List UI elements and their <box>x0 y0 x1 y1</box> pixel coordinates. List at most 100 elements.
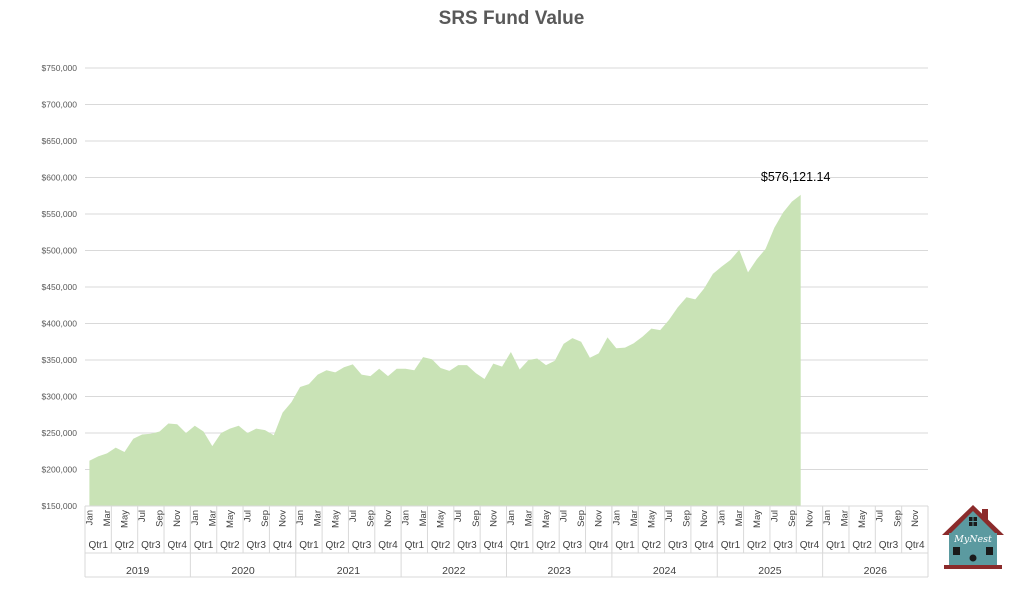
y-tick-label: $400,000 <box>42 319 78 329</box>
quarter-label: Qtr3 <box>668 540 688 551</box>
quarter-label: Qtr2 <box>431 540 451 551</box>
month-label: Mar <box>629 510 640 526</box>
quarter-label: Qtr4 <box>905 540 925 551</box>
y-tick-label: $200,000 <box>42 465 78 475</box>
month-label: Sep <box>576 510 587 527</box>
y-tick-label: $600,000 <box>42 173 78 183</box>
y-tick-label: $650,000 <box>42 136 78 146</box>
month-label: Nov <box>594 510 605 527</box>
month-label: Mar <box>840 510 851 526</box>
quarter-label: Qtr1 <box>405 540 425 551</box>
y-tick-label: $150,000 <box>42 501 78 511</box>
quarter-label: Qtr3 <box>773 540 793 551</box>
area-series <box>89 194 801 506</box>
year-label: 2026 <box>864 565 888 577</box>
quarter-label: Qtr2 <box>747 540 767 551</box>
year-label: 2025 <box>758 565 782 577</box>
month-label: May <box>225 510 236 528</box>
month-label: Mar <box>418 510 429 526</box>
month-label: Mar <box>523 510 534 526</box>
y-tick-label: $450,000 <box>42 282 78 292</box>
month-label: Jul <box>137 510 148 522</box>
month-label: May <box>541 510 552 528</box>
month-label: Jul <box>559 510 570 522</box>
month-label: Jan <box>506 510 517 525</box>
year-label: 2019 <box>126 565 150 577</box>
month-label: Jan <box>401 510 412 525</box>
month-label: Jul <box>348 510 359 522</box>
y-tick-label: $750,000 <box>42 63 78 73</box>
quarter-label: Qtr2 <box>852 540 872 551</box>
y-tick-label: $550,000 <box>42 209 78 219</box>
month-label: Jan <box>190 510 201 525</box>
quarter-label: Qtr4 <box>378 540 398 551</box>
quarter-label: Qtr2 <box>642 540 662 551</box>
quarter-label: Qtr4 <box>694 540 714 551</box>
month-label: Nov <box>910 510 921 527</box>
quarter-label: Qtr1 <box>826 540 846 551</box>
month-label: Sep <box>365 510 376 527</box>
month-label: May <box>857 510 868 528</box>
quarter-label: Qtr3 <box>247 540 267 551</box>
quarter-label: Qtr1 <box>721 540 741 551</box>
quarter-label: Qtr4 <box>800 540 820 551</box>
quarter-label: Qtr3 <box>352 540 372 551</box>
quarter-label: Qtr1 <box>88 540 108 551</box>
month-label: Sep <box>260 510 271 527</box>
quarter-label: Qtr3 <box>457 540 477 551</box>
data-labels: $576,121.14 <box>761 170 831 184</box>
month-label: May <box>330 510 341 528</box>
quarter-label: Qtr1 <box>510 540 530 551</box>
month-label: Jul <box>242 510 253 522</box>
month-label: Nov <box>278 510 289 527</box>
month-label: Mar <box>734 510 745 526</box>
month-label: Jan <box>717 510 728 525</box>
quarter-label: Qtr2 <box>220 540 240 551</box>
month-label: Jul <box>453 510 464 522</box>
quarter-label: Qtr4 <box>273 540 293 551</box>
quarter-label: Qtr1 <box>615 540 635 551</box>
quarter-label: Qtr4 <box>167 540 187 551</box>
y-tick-label: $250,000 <box>42 428 78 438</box>
area-fill <box>89 194 801 506</box>
month-label: May <box>752 510 763 528</box>
month-label: Mar <box>313 510 324 526</box>
month-label: Mar <box>102 510 113 526</box>
month-label: Jan <box>84 510 95 525</box>
last-value-label: $576,121.14 <box>761 170 831 184</box>
year-label: 2020 <box>231 565 255 577</box>
quarter-label: Qtr1 <box>299 540 319 551</box>
month-label: Nov <box>804 510 815 527</box>
month-label: Sep <box>682 510 693 527</box>
y-axis-ticks: $150,000 $200,000 $250,000 $300,000 $350,000… <box>42 63 78 511</box>
month-label: Mar <box>207 510 218 526</box>
quarter-label: Qtr3 <box>563 540 583 551</box>
month-label: Sep <box>787 510 798 527</box>
month-label: Sep <box>471 510 482 527</box>
y-tick-label: $350,000 <box>42 355 78 365</box>
quarter-label: Qtr2 <box>115 540 135 551</box>
quarter-label: Qtr2 <box>326 540 346 551</box>
month-label: Jan <box>295 510 306 525</box>
year-label: 2021 <box>337 565 361 577</box>
year-label: 2022 <box>442 565 466 577</box>
quarter-label: Qtr2 <box>536 540 556 551</box>
month-label: Jul <box>664 510 675 522</box>
quarter-label: Qtr4 <box>484 540 504 551</box>
month-label: May <box>436 510 447 528</box>
chart-title: SRS Fund Value <box>438 8 585 29</box>
y-tick-label: $300,000 <box>42 392 78 402</box>
month-label: Jan <box>822 510 833 525</box>
month-label: May <box>120 510 131 528</box>
month-label: Jan <box>611 510 622 525</box>
y-tick-label: $700,000 <box>42 100 78 110</box>
y-tick-label: $500,000 <box>42 246 78 256</box>
year-label: 2024 <box>653 565 677 577</box>
month-label: Nov <box>699 510 710 527</box>
month-label: Jul <box>875 510 886 522</box>
year-label: 2023 <box>548 565 572 577</box>
mynest-logo: MyNest <box>940 503 1006 576</box>
quarter-label: Qtr3 <box>141 540 161 551</box>
month-label: Sep <box>155 510 166 527</box>
